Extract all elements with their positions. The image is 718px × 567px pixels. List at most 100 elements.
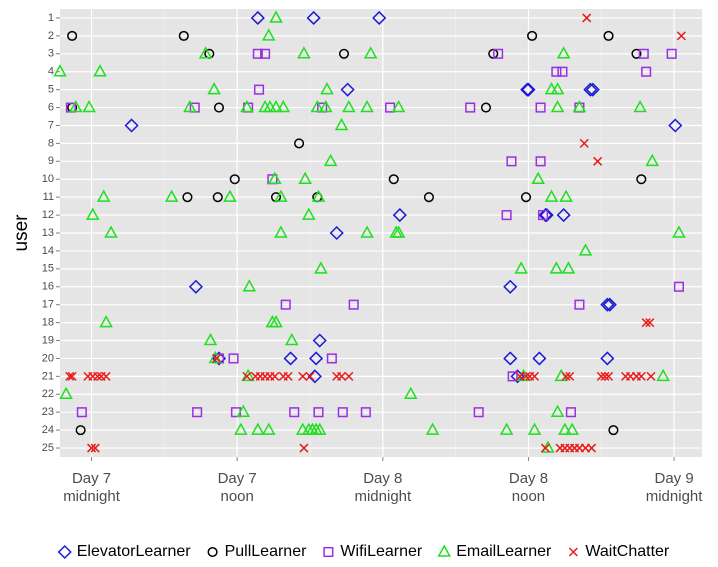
point-triangle bbox=[550, 404, 565, 417]
point-x bbox=[561, 371, 571, 381]
point-x bbox=[529, 371, 540, 381]
point-triangle bbox=[53, 64, 67, 77]
point-x bbox=[67, 371, 77, 381]
point-diamond bbox=[532, 351, 547, 366]
point-triangle bbox=[59, 386, 73, 400]
point-circle bbox=[388, 174, 399, 185]
point-x bbox=[298, 371, 308, 381]
point-triangle bbox=[363, 46, 378, 59]
point-diamond bbox=[57, 544, 72, 560]
point-triangle bbox=[565, 422, 579, 435]
point-triangle bbox=[269, 315, 283, 328]
point-x bbox=[646, 371, 656, 381]
point-diamond bbox=[503, 279, 518, 294]
point-triangle bbox=[274, 225, 288, 238]
point-square bbox=[192, 407, 203, 418]
point-square bbox=[574, 299, 585, 310]
point-x bbox=[65, 371, 75, 381]
point-triangle bbox=[319, 100, 333, 113]
point-triangle bbox=[342, 100, 356, 113]
point-diamond bbox=[521, 82, 536, 97]
point-x bbox=[579, 138, 589, 148]
point-triangle bbox=[93, 64, 107, 77]
point-diamond bbox=[306, 10, 321, 26]
point-triangle bbox=[550, 82, 565, 95]
point-triangle bbox=[578, 243, 593, 256]
point-triangle bbox=[261, 422, 276, 435]
point-triangle bbox=[645, 153, 660, 167]
point-triangle bbox=[96, 189, 111, 202]
point-diamond bbox=[600, 297, 615, 312]
point-diamond bbox=[538, 208, 553, 223]
legend-label: PullLearner bbox=[225, 543, 308, 560]
y-tick-label: 20 bbox=[42, 352, 54, 364]
point-triangle bbox=[556, 46, 571, 59]
point-diamond bbox=[312, 333, 327, 348]
point-triangle bbox=[297, 46, 311, 59]
point-circle bbox=[527, 30, 538, 41]
y-tick-label: 1 bbox=[48, 12, 54, 24]
point-triangle bbox=[314, 261, 328, 274]
point-x bbox=[676, 31, 686, 41]
point-diamond bbox=[283, 351, 298, 366]
point-square bbox=[557, 66, 568, 77]
y-tick-label: 3 bbox=[48, 48, 54, 60]
x-tick-label: Day 8 bbox=[363, 470, 402, 487]
point-diamond bbox=[329, 225, 344, 241]
point-x bbox=[582, 13, 592, 23]
point-x bbox=[600, 371, 610, 381]
point-triangle bbox=[391, 225, 406, 238]
point-triangle bbox=[69, 100, 83, 113]
point-triangle bbox=[261, 28, 276, 41]
point-circle bbox=[178, 30, 189, 41]
point-square bbox=[289, 407, 300, 418]
point-x bbox=[87, 443, 97, 453]
point-circle bbox=[182, 192, 193, 203]
point-triangle bbox=[198, 46, 213, 59]
point-circle bbox=[520, 192, 532, 203]
point-diamond bbox=[124, 118, 139, 133]
point-triangle bbox=[183, 100, 197, 113]
point-square bbox=[313, 407, 324, 418]
point-square bbox=[252, 48, 263, 59]
y-tick-label: 17 bbox=[42, 299, 54, 311]
point-circle bbox=[423, 192, 434, 203]
point-triangle bbox=[99, 315, 113, 328]
point-x bbox=[305, 371, 315, 381]
point-triangle bbox=[554, 368, 568, 382]
x-tick-label: Day 8 bbox=[509, 470, 548, 487]
point-x bbox=[596, 371, 606, 381]
point-x bbox=[337, 371, 347, 381]
point-triangle bbox=[242, 279, 257, 292]
point-diamond bbox=[392, 208, 407, 223]
point-diamond bbox=[539, 208, 554, 223]
point-triangle bbox=[391, 100, 406, 113]
point-diamond bbox=[668, 118, 683, 133]
point-square bbox=[507, 371, 518, 382]
y-axis-label: user bbox=[11, 214, 32, 252]
y-tick-label: 4 bbox=[48, 66, 54, 78]
x-tick-label: midnight bbox=[354, 488, 412, 505]
legend: ElevatorLearner PullLearner WifiLearner Ema… bbox=[57, 543, 670, 560]
point-square bbox=[253, 84, 265, 95]
point-triangle bbox=[164, 189, 179, 202]
point-triangle bbox=[558, 422, 572, 435]
point-x bbox=[521, 371, 531, 381]
point-circle bbox=[631, 48, 642, 59]
point-triangle bbox=[550, 100, 565, 113]
point-circle bbox=[207, 546, 218, 558]
point-square bbox=[551, 66, 562, 77]
point-x bbox=[540, 443, 550, 453]
point-diamond bbox=[309, 351, 324, 366]
x-tick-label: midnight bbox=[63, 488, 121, 505]
point-circle bbox=[608, 425, 619, 436]
point-triangle bbox=[425, 422, 440, 435]
point-triangle bbox=[236, 404, 251, 417]
point-triangle bbox=[302, 207, 316, 220]
point-x bbox=[587, 443, 597, 453]
point-triangle bbox=[320, 82, 334, 95]
point-circle bbox=[636, 174, 647, 185]
y-tick-label: 22 bbox=[42, 388, 54, 400]
point-triangle bbox=[310, 100, 325, 113]
point-square bbox=[326, 353, 337, 364]
